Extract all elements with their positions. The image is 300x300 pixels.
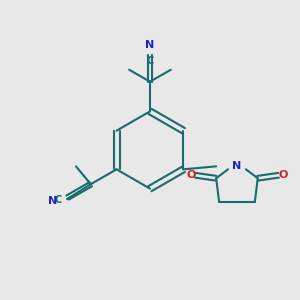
Text: N: N: [146, 40, 154, 50]
Text: C: C: [146, 56, 154, 66]
Text: N: N: [232, 161, 242, 171]
Text: O: O: [278, 170, 288, 180]
Text: O: O: [186, 170, 196, 180]
Text: N: N: [48, 196, 57, 206]
Text: C: C: [54, 195, 61, 205]
